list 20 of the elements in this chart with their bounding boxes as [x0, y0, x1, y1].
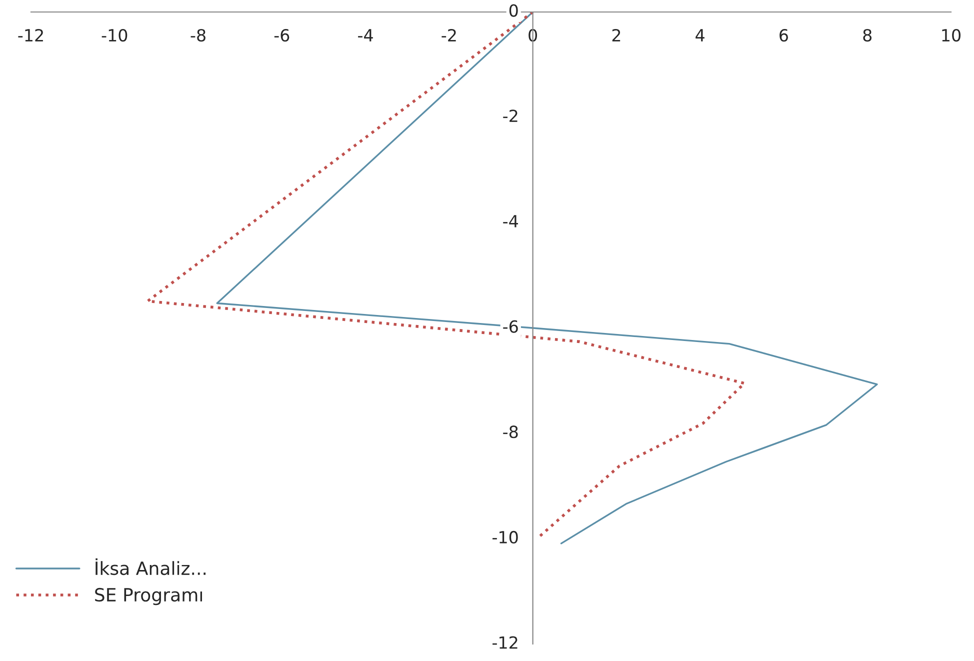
legend-label: İksa Analiz... [96, 558, 206, 576]
y-tick-label: -12 [492, 636, 518, 649]
x-tick-label: 8 [863, 28, 872, 42]
x-tick-label: 10 [942, 28, 960, 42]
x-tick-label: 4 [696, 29, 704, 42]
y-tick-label: -2 [503, 110, 518, 122]
x-tick-label: -6 [274, 28, 290, 42]
x-tick-label: -8 [190, 28, 206, 42]
x-tick-label: 2 [612, 28, 620, 42]
y-tick-label: -6 [503, 320, 518, 333]
y-tick-label: -10 [492, 530, 518, 544]
x-tick-label: 6 [780, 28, 788, 42]
x-tick-label: -4 [358, 29, 373, 42]
y-tick-label: -8 [503, 426, 518, 438]
legend-label: SE Programı [95, 588, 202, 606]
y-tick-label: -4 [503, 215, 518, 228]
x-tick-label: -2 [442, 28, 456, 42]
x-tick-label: -10 [102, 28, 128, 42]
y-tick-label: 0 [509, 4, 518, 17]
x-tick-label: -12 [18, 28, 43, 42]
